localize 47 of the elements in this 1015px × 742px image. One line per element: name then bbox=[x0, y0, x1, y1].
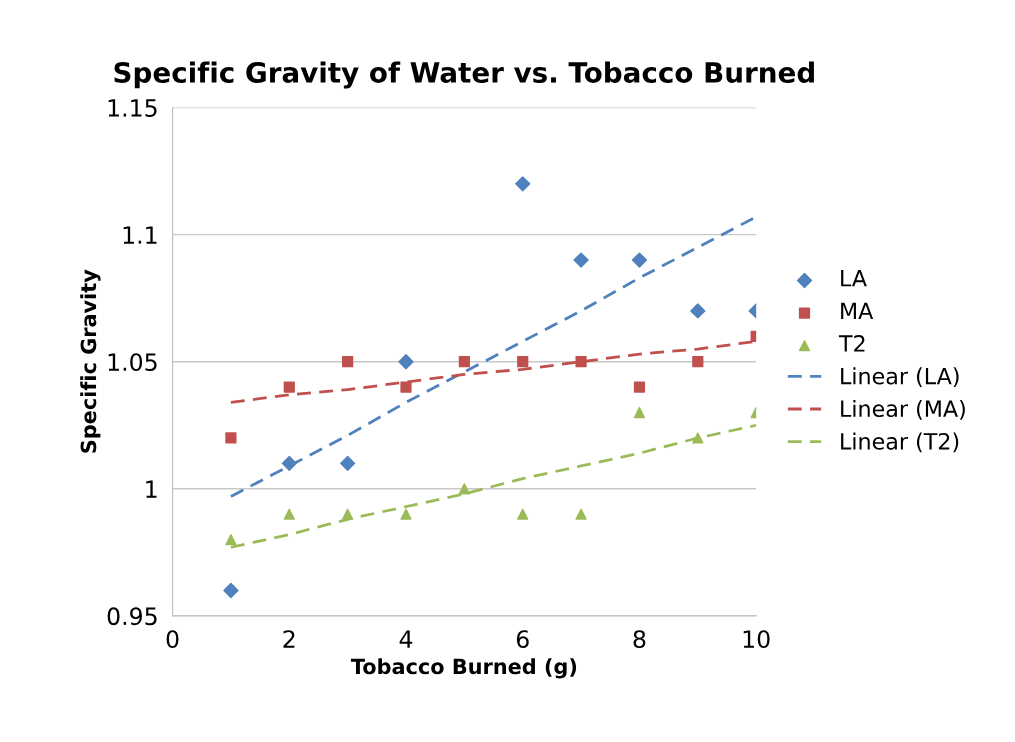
x-tick-label: 8 bbox=[633, 630, 646, 649]
point bbox=[283, 508, 295, 520]
x-tick-label: 6 bbox=[516, 630, 529, 649]
point bbox=[517, 508, 529, 520]
point bbox=[400, 508, 412, 520]
point bbox=[223, 582, 239, 599]
point bbox=[692, 356, 704, 368]
x-axis-title: Tobacco Burned (g) bbox=[350, 658, 577, 679]
chart-title: Specific Gravity of Water vs. Tobacco Burned bbox=[114, 61, 814, 89]
y-tick-label: 1.15 bbox=[108, 99, 157, 117]
point bbox=[515, 176, 531, 192]
point bbox=[283, 381, 295, 393]
legend-label: MA bbox=[841, 302, 874, 319]
legend-label: T2 bbox=[838, 335, 865, 352]
y-tick-label: 1.1 bbox=[123, 226, 157, 244]
y-tick-label: 0.95 bbox=[107, 607, 157, 626]
point bbox=[631, 252, 648, 268]
point bbox=[692, 432, 704, 444]
legend-label: Linear (MA) bbox=[841, 399, 965, 420]
point bbox=[573, 252, 589, 268]
point bbox=[339, 455, 356, 472]
x-tick-label: 2 bbox=[283, 630, 295, 648]
point bbox=[281, 455, 297, 472]
line-series bbox=[229, 215, 757, 498]
legend-label: Linear (LA) bbox=[841, 367, 959, 388]
point bbox=[575, 356, 587, 368]
y-tick-label: 1.05 bbox=[108, 353, 157, 372]
point bbox=[458, 356, 470, 368]
point bbox=[225, 432, 237, 444]
point bbox=[458, 483, 470, 495]
y-tick-label: 1 bbox=[146, 480, 157, 498]
legend-label: Linear (T2) bbox=[841, 432, 959, 453]
y-axis-title: Specific Gravity bbox=[80, 269, 101, 453]
point bbox=[398, 354, 414, 370]
point bbox=[342, 356, 354, 368]
point bbox=[225, 534, 237, 546]
point bbox=[575, 508, 587, 520]
point bbox=[633, 381, 646, 393]
legend-label: LA bbox=[841, 270, 867, 287]
point bbox=[517, 356, 529, 368]
point bbox=[400, 381, 412, 393]
point bbox=[342, 508, 354, 520]
point bbox=[690, 303, 706, 319]
x-tick-label: 4 bbox=[399, 630, 413, 648]
point bbox=[633, 406, 646, 419]
x-tick-label: 10 bbox=[743, 630, 770, 649]
x-tick-label: 0 bbox=[166, 630, 179, 649]
